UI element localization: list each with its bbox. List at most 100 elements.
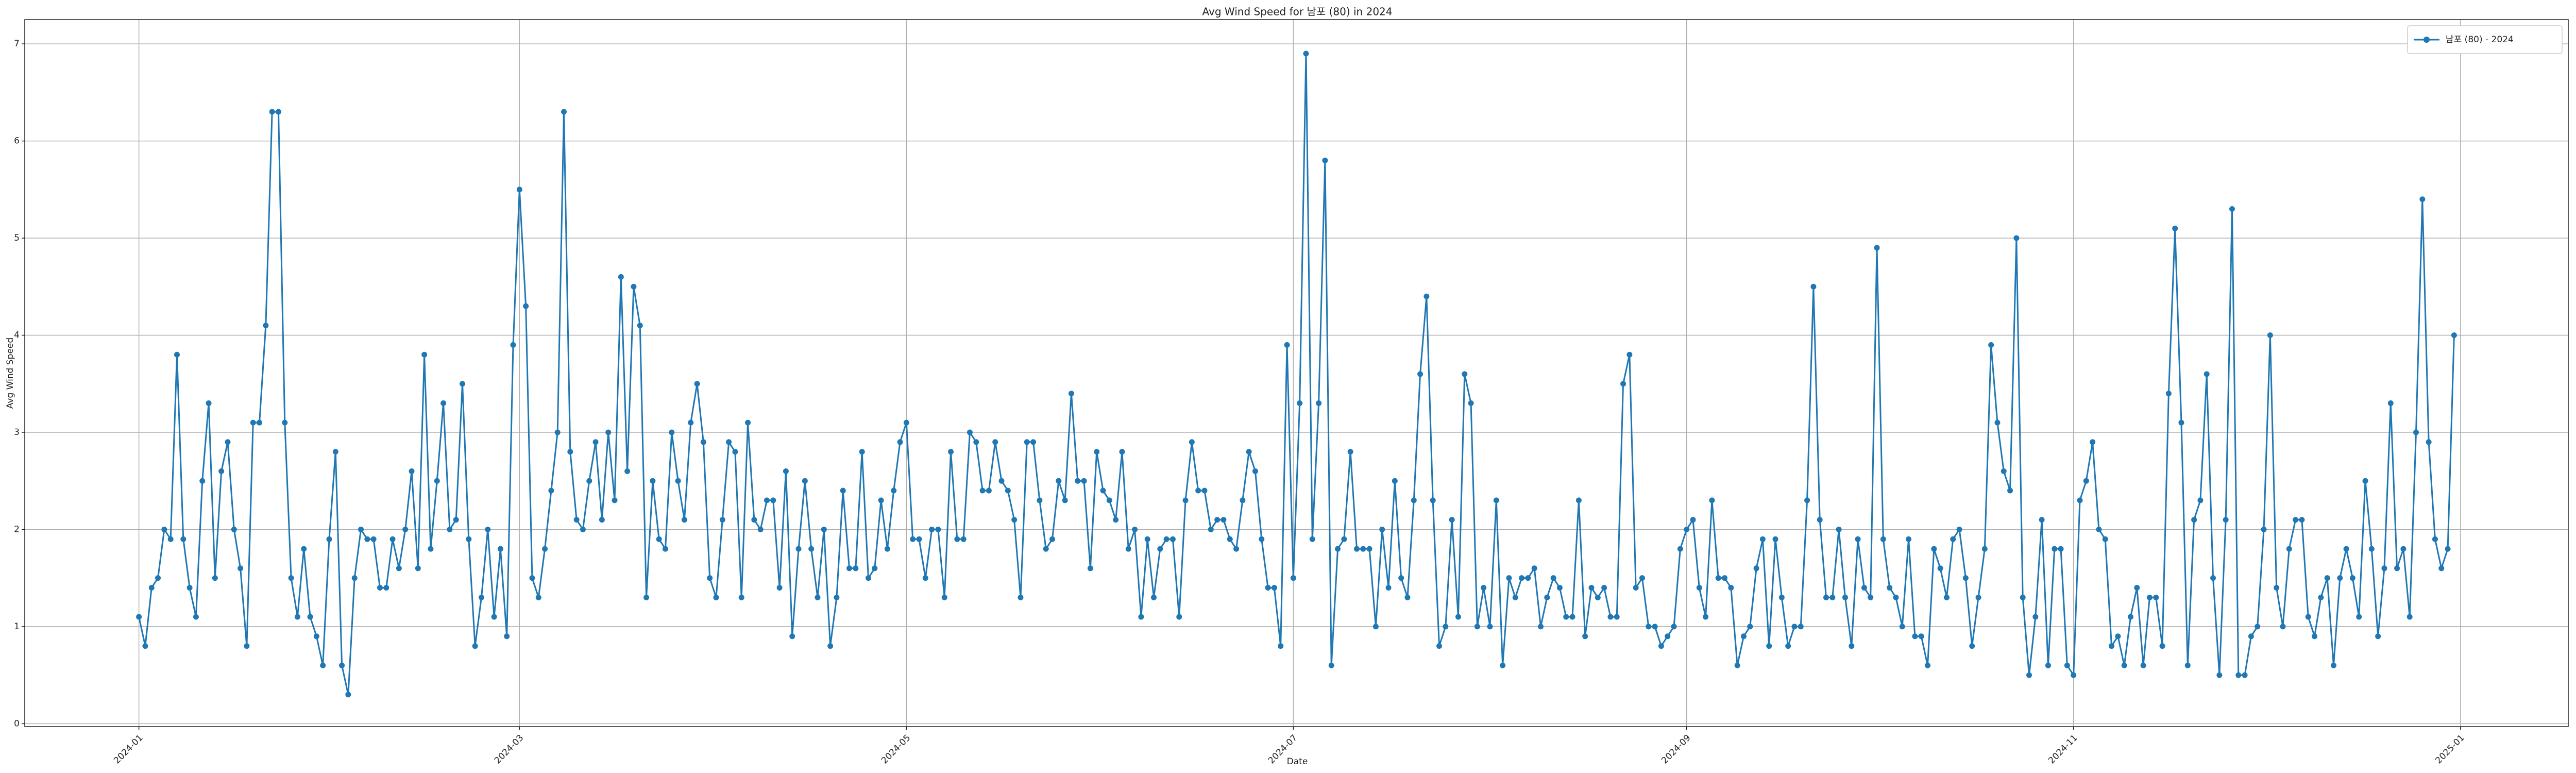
data-point [1163, 536, 1170, 542]
data-point [2058, 546, 2064, 552]
data-point [491, 614, 497, 620]
data-point [1804, 497, 1810, 503]
data-point [1259, 536, 1265, 542]
data-point [199, 478, 206, 484]
data-point [1062, 497, 1068, 503]
data-point [631, 283, 637, 290]
data-point [1106, 497, 1112, 503]
data-point [573, 517, 580, 523]
data-point [802, 478, 808, 484]
data-point [1208, 526, 1214, 532]
data-point [294, 614, 300, 620]
data-point [1791, 624, 1798, 630]
data-point [434, 478, 440, 484]
data-point [2248, 633, 2254, 640]
data-point [1195, 488, 1201, 494]
data-point [1607, 614, 1614, 620]
data-point [2432, 536, 2438, 542]
y-axis-label: Avg Wind Speed [5, 338, 15, 409]
data-point [1829, 594, 1836, 600]
data-point [1512, 594, 1518, 600]
data-point [535, 594, 541, 600]
data-point [263, 323, 269, 329]
data-point [637, 323, 643, 329]
data-point [1087, 565, 1093, 572]
data-point [1880, 536, 1886, 542]
data-point [1575, 497, 1582, 503]
legend-marker [2424, 37, 2430, 43]
data-point [504, 633, 510, 640]
data-point [834, 594, 840, 600]
data-point [212, 575, 218, 581]
data-point [275, 109, 281, 115]
data-point [2318, 594, 2324, 600]
data-point [1227, 536, 1233, 542]
data-point [1392, 478, 1398, 484]
data-point [1468, 400, 1474, 406]
data-point [1519, 575, 1525, 581]
data-point [1823, 594, 1829, 600]
data-point [770, 497, 776, 503]
data-point [700, 439, 706, 445]
data-point [776, 585, 783, 591]
data-point [1753, 565, 1759, 572]
data-point [1868, 594, 1874, 600]
data-point [719, 517, 725, 523]
data-point [707, 575, 713, 581]
data-point [1677, 546, 1683, 552]
data-point [865, 575, 871, 581]
data-point [1969, 643, 1975, 649]
data-point [650, 478, 656, 484]
data-point [377, 585, 383, 591]
data-point [1138, 614, 1144, 620]
data-point [694, 381, 700, 387]
data-point [2083, 478, 2089, 484]
data-point [2324, 575, 2330, 581]
data-point [1709, 497, 1715, 503]
y-tick-label: 6 [14, 136, 20, 146]
data-point [891, 488, 897, 494]
data-point [1817, 517, 1823, 523]
data-point [2368, 546, 2375, 552]
data-point [872, 565, 878, 572]
data-point [1043, 546, 1049, 552]
data-point [1265, 585, 1271, 591]
data-point [1778, 594, 1785, 600]
data-point [244, 643, 250, 649]
data-point [453, 517, 459, 523]
data-point [548, 488, 554, 494]
data-point [1836, 526, 1842, 532]
data-point [1113, 517, 1119, 523]
data-point [1766, 643, 1772, 649]
data-point [1303, 51, 1309, 57]
data-point [1556, 585, 1563, 591]
data-point [2261, 526, 2267, 532]
data-point [1297, 400, 1303, 406]
data-point [1360, 546, 1366, 552]
data-point [1284, 342, 1290, 348]
data-point [2330, 662, 2336, 668]
data-point [231, 526, 237, 532]
data-point [1728, 585, 1734, 591]
data-point [2013, 235, 2020, 241]
data-point [1144, 536, 1150, 542]
data-point [269, 109, 275, 115]
data-point [161, 526, 167, 532]
data-point [853, 565, 859, 572]
data-point [1931, 546, 1937, 552]
data-point [1785, 643, 1791, 649]
data-point [757, 526, 764, 532]
data-point [1132, 526, 1138, 532]
data-point [2274, 585, 2280, 591]
data-point [421, 351, 428, 358]
data-point [2394, 565, 2400, 572]
data-point [358, 526, 364, 532]
data-point [859, 449, 865, 455]
data-point [2007, 488, 2013, 494]
data-point [2286, 546, 2292, 552]
data-point [808, 546, 815, 552]
data-point [2121, 662, 2127, 668]
chart-title: Avg Wind Speed for 남포 (80) in 2024 [1202, 6, 1393, 18]
data-point [2052, 546, 2058, 552]
data-point [1481, 585, 1487, 591]
